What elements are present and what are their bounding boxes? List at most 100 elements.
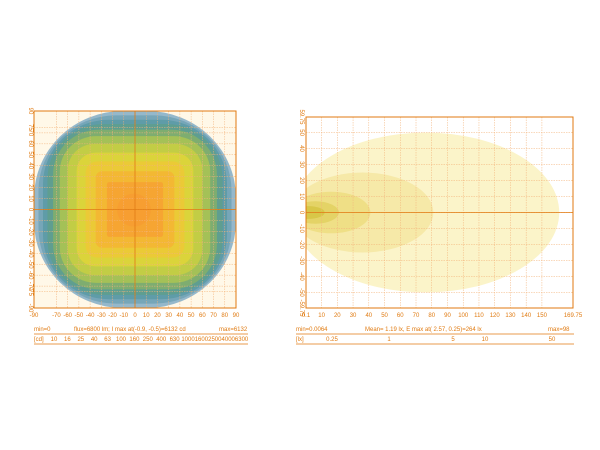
intensity-x-tick: -20: [108, 313, 117, 319]
intensity-scale-value: 100: [116, 337, 127, 343]
illuminance-scale-unit: [lx]: [296, 337, 304, 343]
intensity-scale-value: 16: [64, 337, 71, 343]
illuminance-x-tick: 150: [537, 313, 548, 319]
intensity-x-tick: 60: [199, 313, 206, 319]
illuminance-info-mean: Mean= 1.19 lx, E max at( 2.57, 0.25)=264…: [365, 327, 482, 333]
intensity-scale-value: 40: [91, 337, 98, 343]
intensity-y-tick: 70: [27, 130, 33, 137]
intensity-info-flux: flux=6800 lm; I max at(-0.9, -0.5)=6132 …: [74, 327, 186, 333]
illuminance-x-tick: 130: [505, 313, 516, 319]
illuminance-scale-value: 1: [387, 337, 391, 343]
intensity-scale-values: 10 16 25 40 63 100 160 250 400 630 1000 1600 2500 400…: [51, 337, 249, 343]
intensity-scale-unit: [cd]: [34, 337, 44, 343]
intensity-x-tick: -30: [97, 313, 106, 319]
illuminance-x-tick: 90: [444, 313, 451, 319]
intensity-y-tick: 75: [27, 124, 33, 131]
illuminance-x-tick: 120: [490, 313, 501, 319]
illuminance-y-tick: 59.75: [298, 109, 304, 125]
illuminance-scale-value: 5: [451, 337, 455, 343]
intensity-scale-value: 10: [51, 337, 58, 343]
intensity-y-tick: -50: [27, 260, 33, 269]
intensity-y-tick: -10: [27, 216, 33, 225]
illuminance-info-max: max=98: [548, 327, 570, 333]
intensity-y-tick: -75: [27, 287, 33, 296]
illuminance-info-min: min=0.0064: [296, 327, 328, 333]
illuminance-y-tick: -59.75: [298, 299, 304, 317]
intensity-x-tick: -70: [52, 313, 61, 319]
intensity-info-min: min=0: [34, 327, 51, 333]
illuminance-x-tick: 0.1: [302, 313, 311, 319]
illuminance-y-tick: -50: [298, 288, 304, 297]
intensity-y-tick: 60: [27, 140, 33, 147]
illuminance-x-tick: 50: [381, 313, 388, 319]
illuminance-scale-value: 10: [482, 337, 489, 343]
intensity-x-tick: 30: [165, 313, 172, 319]
intensity-scale-value: 25: [77, 337, 84, 343]
illuminance-x-tick-labels: 0.1 10 20 30 40 50 60 70 80 90 100 110 120 130 140 150 1…: [302, 313, 583, 319]
illuminance-chart: 0.1 10 20 30 40 50 60 70 80 90 100 110 120 130 140 150 1…: [296, 109, 583, 345]
intensity-x-tick: -50: [75, 313, 84, 319]
intensity-x-tick: 80: [221, 313, 228, 319]
illuminance-y-tick: 40: [298, 145, 304, 152]
intensity-plot-frame: [33, 110, 237, 309]
illuminance-y-tick: 10: [298, 193, 304, 200]
intensity-scale-value: 250: [143, 337, 154, 343]
illuminance-x-tick: 100: [458, 313, 469, 319]
intensity-grid: [33, 110, 237, 309]
intensity-y-tick: -20: [27, 227, 33, 236]
intensity-y-tick: -30: [27, 238, 33, 247]
intensity-x-tick: -60: [63, 313, 72, 319]
intensity-info-max: max=6132: [219, 327, 248, 333]
intensity-scale-value: 6300: [235, 337, 249, 343]
illuminance-y-tick: -10: [298, 224, 304, 233]
illuminance-y-tick: 50: [298, 129, 304, 136]
intensity-y-tick: 10: [27, 195, 33, 202]
illuminance-plot-frame: [305, 116, 574, 309]
intensity-x-tick: -90: [30, 313, 39, 319]
intensity-y-tick: 30: [27, 173, 33, 180]
intensity-x-tick: 40: [177, 313, 184, 319]
illuminance-x-tick: 20: [334, 313, 341, 319]
intensity-x-tick: 10: [143, 313, 150, 319]
intensity-x-tick: 20: [154, 313, 161, 319]
intensity-y-tick: -40: [27, 249, 33, 258]
intensity-y-tick: 40: [27, 162, 33, 169]
illuminance-y-tick: 30: [298, 161, 304, 168]
illuminance-y-tick: -40: [298, 272, 304, 281]
illuminance-scale-value: 0.25: [326, 337, 338, 343]
intensity-y-tick: 0: [27, 208, 33, 212]
intensity-x-tick: 0: [133, 313, 137, 319]
intensity-y-tick: 90: [27, 108, 33, 115]
intensity-x-tick: 70: [210, 313, 217, 319]
illuminance-scale-values: 0.25 1 5 10 50: [326, 337, 556, 343]
intensity-chart: -90 -70 -60 -50 -40 -30 -20 -10 0 10 20 30 40 50 60 70 8…: [27, 108, 249, 345]
intensity-y-tick: -60: [27, 271, 33, 280]
intensity-x-tick: -10: [119, 313, 128, 319]
intensity-y-tick: -90: [27, 304, 33, 313]
intensity-scale-value: 2500: [208, 337, 222, 343]
intensity-scale-value: 1000: [181, 337, 195, 343]
illuminance-x-tick: 80: [428, 313, 435, 319]
illuminance-x-tick: 70: [413, 313, 420, 319]
intensity-scale-value: 400: [156, 337, 167, 343]
intensity-scale-value: 160: [129, 337, 140, 343]
intensity-x-tick: 90: [233, 313, 240, 319]
intensity-y-tick: 50: [27, 151, 33, 158]
intensity-scale-value: 630: [170, 337, 181, 343]
illuminance-x-tick: 110: [474, 313, 484, 319]
illuminance-y-tick: 0: [298, 211, 304, 215]
illuminance-x-tick: 169.75: [564, 313, 583, 319]
illuminance-x-tick: 30: [350, 313, 357, 319]
intensity-x-tick-labels: -90 -70 -60 -50 -40 -30 -20 -10 0 10 20 30 40 50 60 70 8…: [30, 313, 240, 319]
intensity-x-tick: 50: [188, 313, 195, 319]
illuminance-y-tick: -20: [298, 240, 304, 249]
illuminance-x-tick: 60: [397, 313, 404, 319]
illuminance-y-tick: -30: [298, 256, 304, 265]
intensity-y-tick: -70: [27, 282, 33, 291]
intensity-scale-value: 1600: [195, 337, 209, 343]
intensity-y-tick: 20: [27, 184, 33, 191]
intensity-peak-region: [117, 193, 151, 227]
illuminance-x-tick: 140: [521, 313, 532, 319]
